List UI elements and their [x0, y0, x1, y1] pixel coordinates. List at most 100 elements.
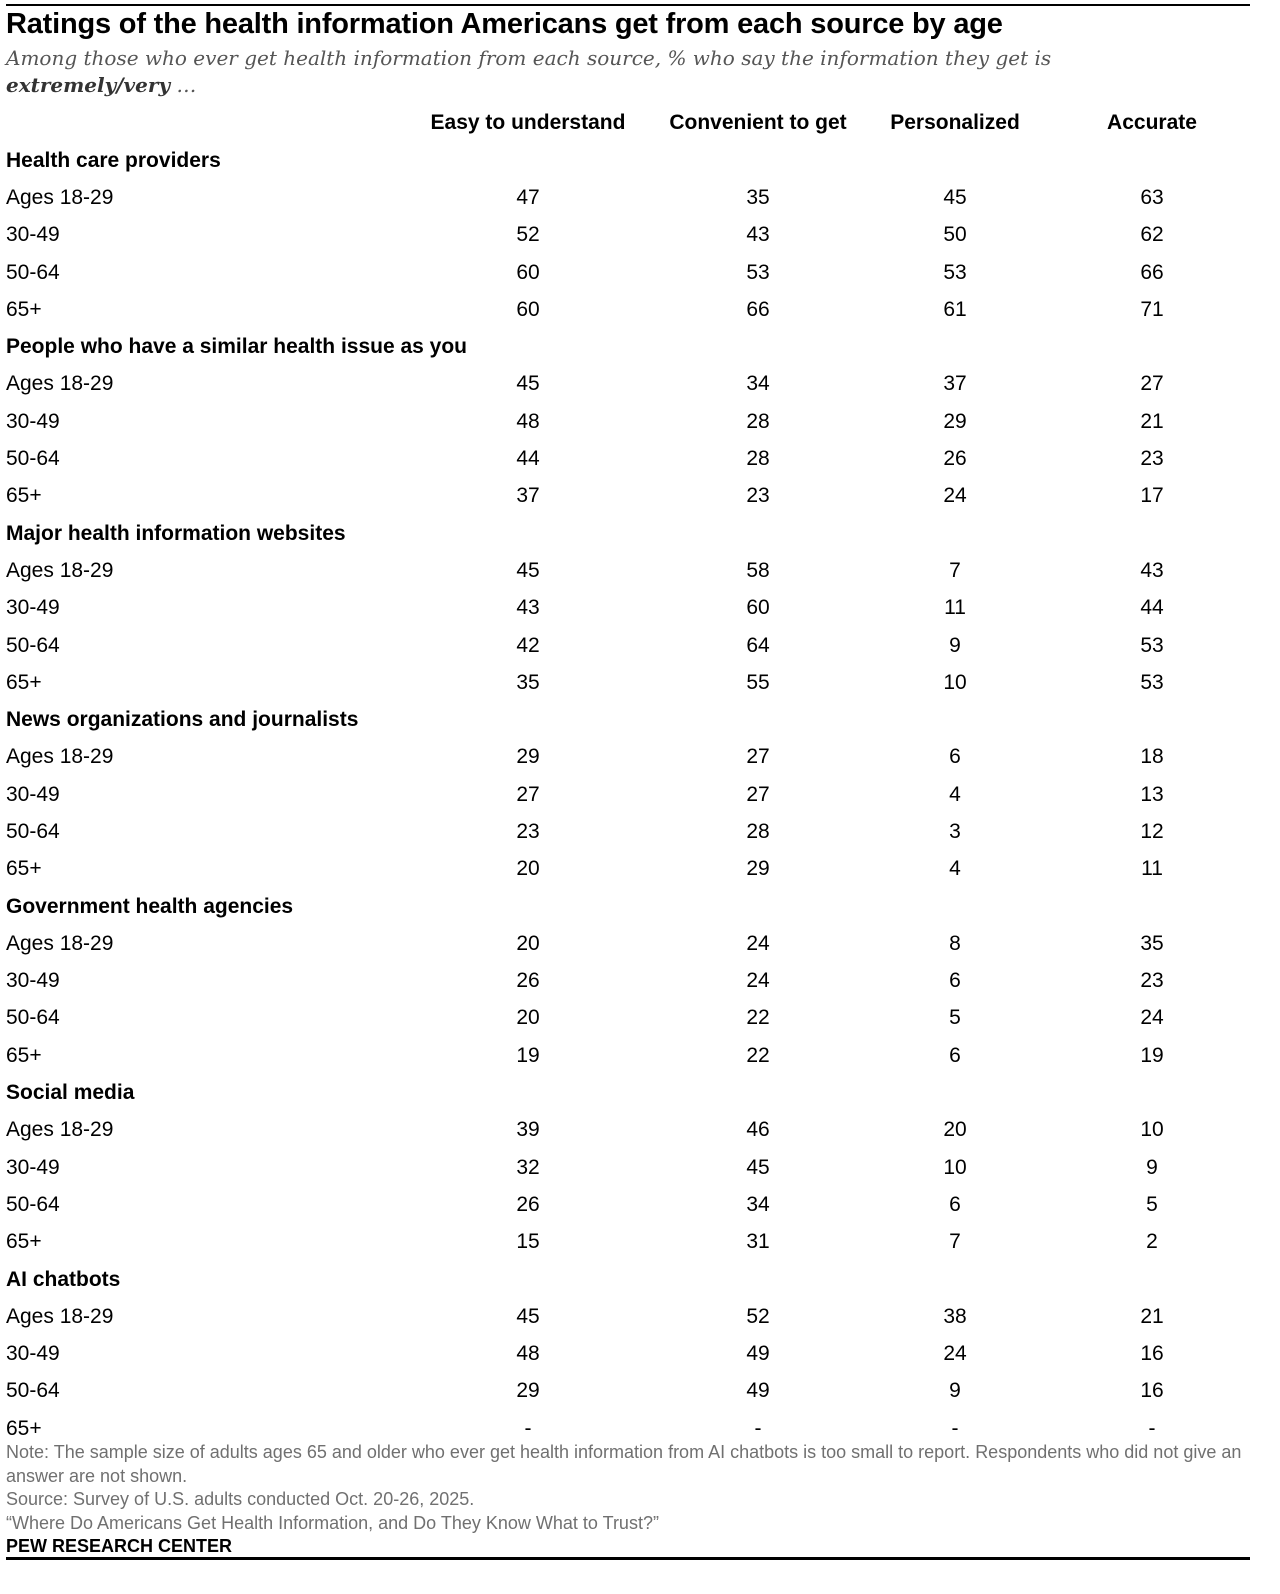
cell-value: 26 — [516, 1192, 540, 1216]
cell-value: 39 — [516, 1118, 540, 1142]
cell-value: 43 — [746, 223, 770, 247]
chart-subtitle: Among those who ever get health informat… — [6, 45, 1206, 99]
row-label: Ages 18-29 — [6, 1304, 114, 1328]
cell-value: 27 — [746, 745, 770, 769]
cell-value: 28 — [746, 409, 770, 433]
cell-value: 43 — [516, 596, 540, 620]
row-label: 65+ — [6, 670, 42, 694]
cell-value: 26 — [516, 969, 540, 993]
column-header: Easy to understand — [430, 111, 626, 134]
table-row: 50-64 20 22 5 24 — [6, 1000, 1250, 1037]
footer-notes: Note: The sample size of adults ages 65 … — [6, 1441, 1250, 1535]
cell-value: 66 — [746, 297, 770, 321]
row-label: 50-64 — [6, 819, 60, 843]
table-row: 50-64 60 53 53 66 — [6, 254, 1250, 291]
row-label: 30-49 — [6, 782, 60, 806]
cell-value: 11 — [944, 596, 966, 620]
cell-value: 58 — [746, 558, 770, 582]
cell-value: 37 — [516, 484, 540, 508]
brand-logo-text: PEW RESEARCH CENTER — [6, 1536, 233, 1556]
cell-value: 21 — [1140, 409, 1164, 433]
subtitle-main: Among those who ever get health informat… — [6, 46, 1052, 70]
cell-value: 19 — [1140, 1043, 1164, 1067]
cell-value: 35 — [1140, 931, 1164, 955]
table-row: 65+ - - - - — [6, 1410, 1250, 1447]
cell-value: 16 — [1140, 1379, 1164, 1403]
cell-value: 53 — [746, 260, 770, 284]
table-row: 65+ 15 31 7 2 — [6, 1224, 1250, 1261]
cell-value: 34 — [746, 1192, 770, 1216]
row-label: 50-64 — [6, 1006, 60, 1030]
cell-value: 29 — [746, 857, 770, 881]
cell-value: 23 — [516, 819, 540, 843]
row-label: Ages 18-29 — [6, 745, 114, 769]
cell-value: 45 — [516, 1304, 540, 1328]
cell-value: 31 — [746, 1230, 770, 1254]
row-label: 50-64 — [6, 447, 60, 471]
row-label: 30-49 — [6, 409, 60, 433]
cell-value: 27 — [516, 782, 540, 806]
cell-value: 24 — [943, 1342, 967, 1366]
top-rule — [6, 4, 1250, 6]
row-label: 65+ — [6, 1230, 42, 1254]
table-row: Ages 18-29 45 52 38 21 — [6, 1298, 1250, 1335]
cell-value: 35 — [516, 670, 540, 694]
cell-value: 45 — [516, 558, 540, 582]
cell-value: - — [1148, 1416, 1156, 1440]
cell-value: 32 — [516, 1155, 540, 1179]
table-row: 65+ 60 66 61 71 — [6, 291, 1250, 328]
table-row: Ages 18-29 45 58 7 43 — [6, 552, 1250, 589]
note-text: Note: The sample size of adults ages 65 … — [6, 1442, 1242, 1486]
cell-value: 4 — [949, 782, 961, 806]
cell-value: 45 — [943, 185, 967, 209]
table-row: 30-49 52 43 50 62 — [6, 217, 1250, 254]
cell-value: 13 — [1140, 782, 1164, 806]
row-label: Ages 18-29 — [6, 1118, 114, 1142]
cell-value: 29 — [516, 1379, 540, 1403]
cell-value: 21 — [1140, 1304, 1164, 1328]
table-row: 65+ 37 23 24 17 — [6, 478, 1250, 515]
group-header-row: AI chatbots — [6, 1261, 1250, 1298]
cell-value: 26 — [943, 447, 967, 471]
table-row: 30-49 26 24 6 23 — [6, 963, 1250, 1000]
row-label: 30-49 — [6, 1342, 60, 1366]
cell-value: 27 — [1140, 372, 1164, 396]
cell-value: 18 — [1140, 745, 1164, 769]
row-label: 50-64 — [6, 633, 60, 657]
cell-value: 53 — [1140, 633, 1164, 657]
cell-value: 9 — [1146, 1155, 1158, 1179]
group-label: Government health agencies — [6, 894, 294, 918]
cell-value: 28 — [746, 447, 770, 471]
cell-value: 45 — [746, 1155, 770, 1179]
cell-value: 20 — [943, 1118, 967, 1142]
cell-value: 55 — [746, 670, 770, 694]
row-label: 50-64 — [6, 1192, 60, 1216]
group-label: Major health information websites — [6, 521, 346, 545]
report-title: “Where Do Americans Get Health Informati… — [6, 1512, 659, 1533]
cell-value: 29 — [943, 409, 967, 433]
table-row: 50-64 23 28 3 12 — [6, 813, 1250, 850]
row-label: 30-49 — [6, 596, 60, 620]
cell-value: 23 — [1140, 969, 1164, 993]
cell-value: 64 — [746, 633, 770, 657]
column-header: Personalized — [890, 111, 1020, 134]
row-label: 30-49 — [6, 223, 60, 247]
ratings-table: Easy to understand Convenient to get Perso… — [6, 104, 1250, 1447]
row-label: 30-49 — [6, 969, 60, 993]
cell-value: 5 — [1146, 1192, 1158, 1216]
group-label: News organizations and journalists — [6, 708, 359, 732]
cell-value: 50 — [943, 223, 967, 247]
table-row: 30-49 48 49 24 16 — [6, 1336, 1250, 1373]
table-row: Ages 18-29 39 46 20 10 — [6, 1112, 1250, 1149]
cell-value: 37 — [943, 372, 967, 396]
cell-value: 19 — [516, 1043, 540, 1067]
group-label: Health care providers — [6, 148, 221, 172]
row-label: 65+ — [6, 297, 42, 321]
bottom-rule — [6, 1557, 1250, 1560]
table-row: 50-64 44 28 26 23 — [6, 440, 1250, 477]
cell-value: 10 — [943, 670, 967, 694]
cell-value: 24 — [1140, 1006, 1164, 1030]
group-header-row: Major health information websites — [6, 515, 1250, 552]
cell-value: 29 — [516, 745, 540, 769]
cell-value: 46 — [746, 1118, 770, 1142]
